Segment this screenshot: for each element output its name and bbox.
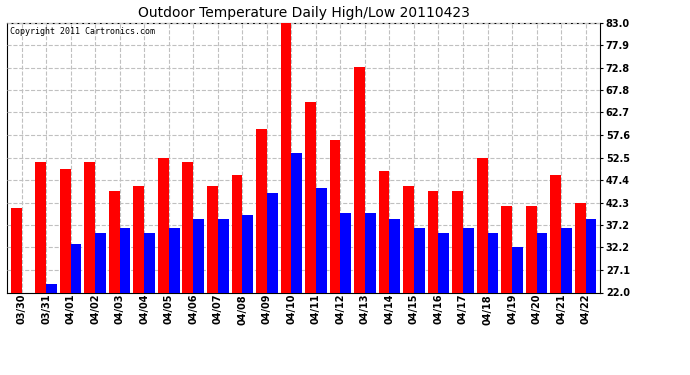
Bar: [575, 202, 586, 292]
Bar: [512, 248, 523, 292]
Bar: [340, 213, 351, 292]
Bar: [551, 175, 561, 292]
Bar: [60, 169, 70, 292]
Bar: [207, 186, 218, 292]
Bar: [305, 102, 316, 292]
Bar: [526, 206, 537, 292]
Bar: [182, 162, 193, 292]
Bar: [354, 67, 365, 292]
Text: Copyright 2011 Cartronics.com: Copyright 2011 Cartronics.com: [10, 27, 155, 36]
Bar: [428, 191, 438, 292]
Bar: [109, 191, 119, 292]
Bar: [46, 284, 57, 292]
Bar: [330, 140, 340, 292]
Bar: [281, 22, 291, 292]
Bar: [158, 158, 169, 292]
Bar: [452, 191, 463, 292]
Bar: [463, 228, 474, 292]
Bar: [316, 189, 326, 292]
Bar: [561, 228, 572, 292]
Bar: [256, 129, 267, 292]
Bar: [232, 175, 242, 292]
Bar: [438, 233, 449, 292]
Bar: [477, 158, 488, 292]
Bar: [501, 206, 512, 292]
Bar: [414, 228, 425, 292]
Bar: [403, 186, 414, 292]
Bar: [537, 233, 547, 292]
Bar: [70, 244, 81, 292]
Bar: [84, 162, 95, 292]
Bar: [35, 162, 46, 292]
Bar: [133, 186, 144, 292]
Bar: [193, 219, 204, 292]
Bar: [144, 233, 155, 292]
Title: Outdoor Temperature Daily High/Low 20110423: Outdoor Temperature Daily High/Low 20110…: [138, 6, 469, 20]
Bar: [267, 193, 277, 292]
Bar: [488, 233, 498, 292]
Bar: [291, 153, 302, 292]
Bar: [11, 209, 21, 292]
Bar: [119, 228, 130, 292]
Bar: [242, 215, 253, 292]
Bar: [389, 219, 400, 292]
Bar: [365, 213, 375, 292]
Bar: [379, 171, 389, 292]
Bar: [586, 219, 596, 292]
Bar: [218, 219, 228, 292]
Bar: [169, 228, 179, 292]
Bar: [95, 233, 106, 292]
